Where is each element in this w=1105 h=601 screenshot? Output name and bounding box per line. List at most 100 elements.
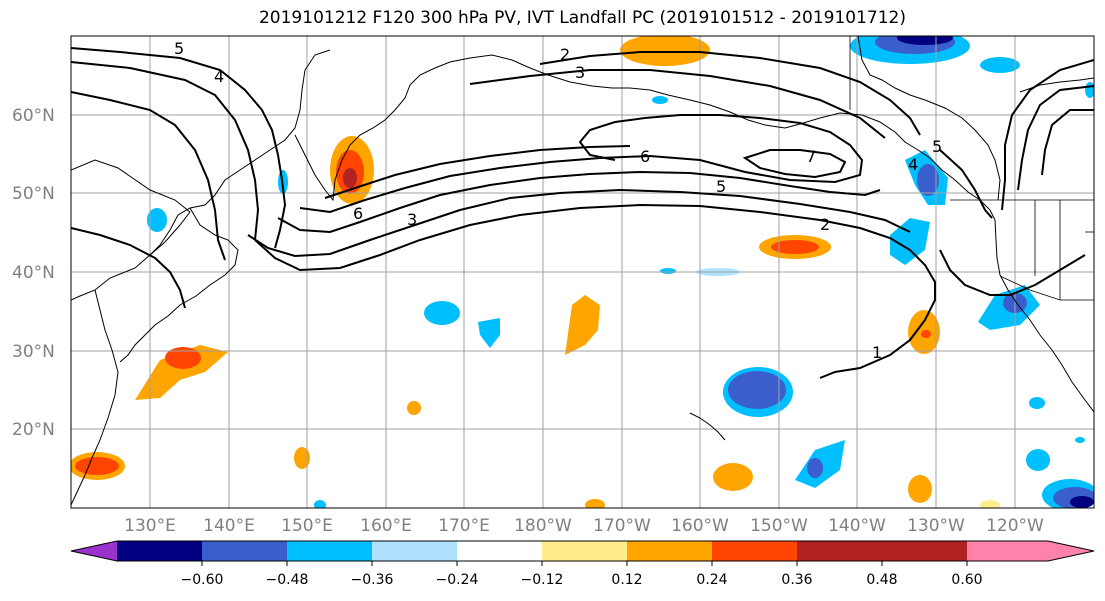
negative-anomaly-core <box>728 371 786 409</box>
negative-anomaly-core <box>917 164 939 196</box>
map-title: 2019101212 F120 300 hPa PV, IVT Landfall… <box>258 8 906 28</box>
colorbar-extend-high <box>882 541 967 561</box>
negative-anomaly-max <box>1070 496 1094 508</box>
contour-3-north <box>469 69 886 139</box>
colorbar-ticks <box>201 561 968 566</box>
contour-east-1 <box>1001 59 1094 211</box>
negative-anomaly <box>890 218 930 265</box>
colorbar-tick-label: −0.36 <box>351 572 394 588</box>
colorbar-tick-label: 0.36 <box>781 572 812 588</box>
positive-anomaly <box>585 499 605 508</box>
colorbar-swatch <box>372 541 457 561</box>
colorbar-tick-labels: −0.60 −0.48 −0.36 −0.24 −0.12 0.12 0.24 … <box>181 572 983 588</box>
contour-label: 6 <box>640 147 650 166</box>
negative-anomaly <box>1029 397 1045 409</box>
positive-anomaly-core <box>165 347 201 369</box>
lon-label: 130°W <box>907 516 965 536</box>
coastline-china <box>71 289 119 506</box>
contour-labels: 5 4 2 3 7 6 5 6 3 2 1 5 4 <box>174 39 942 362</box>
colorbar-tick-label: 0.48 <box>866 572 897 588</box>
contour-4 <box>71 61 260 241</box>
positive-anomaly-core <box>771 240 819 254</box>
contour-5 <box>71 47 287 249</box>
negative-anomaly <box>424 301 460 325</box>
lon-label: 160°W <box>671 516 729 536</box>
colorbar-tick-label: 0.24 <box>696 572 727 588</box>
coastline-japan-korea <box>119 207 239 363</box>
negative-anomaly-core <box>807 458 823 478</box>
latitude-labels: 60°N 50°N 40°N 30°N 20°N <box>12 106 55 440</box>
colorbar-outline <box>70 540 1095 562</box>
lon-label: 140°E <box>203 516 255 536</box>
contour-2-west <box>71 227 186 309</box>
negative-anomaly <box>652 96 668 104</box>
positive-anomaly <box>908 475 932 503</box>
contour-label: 7 <box>806 147 816 166</box>
negative-anomaly <box>1075 437 1085 443</box>
positive-anomaly <box>407 401 421 415</box>
lat-label-20n: 20°N <box>12 420 55 440</box>
contour-6-jet <box>324 145 631 199</box>
colorbar-tick-label: −0.60 <box>181 572 224 588</box>
coastline-canada <box>857 36 1001 201</box>
colorbar-tick-label: −0.12 <box>521 572 564 588</box>
pv-contours <box>71 47 1094 379</box>
lon-label: 180°W <box>514 516 572 536</box>
colorbar-swatch <box>712 541 797 561</box>
contour-label: 4 <box>908 155 918 174</box>
colorbar-extend-high <box>967 541 1094 561</box>
lon-label: 130°E <box>124 516 176 536</box>
contour-coast <box>939 149 993 219</box>
contour-label: 1 <box>872 343 882 362</box>
lon-label: 140°W <box>828 516 886 536</box>
positive-anomaly <box>294 447 310 469</box>
map-frame <box>70 35 1095 509</box>
lat-label-40n: 40°N <box>12 263 55 283</box>
positive-anomaly <box>620 36 710 66</box>
contour-east-3 <box>1041 109 1094 176</box>
positive-anomaly <box>565 295 600 355</box>
lon-label: 150°E <box>281 516 333 536</box>
contour-3-jet <box>277 170 881 234</box>
contour-label: 2 <box>820 215 830 234</box>
positive-anomaly <box>135 345 228 400</box>
contour-southwest <box>939 249 1086 296</box>
positive-anomaly <box>980 500 1000 508</box>
colorbar-swatch <box>797 541 882 561</box>
contour-1 <box>254 203 936 379</box>
lon-label: 170°W <box>593 516 651 536</box>
lon-label: 120°W <box>986 516 1044 536</box>
negative-anomaly <box>660 268 676 274</box>
political-boundaries <box>849 36 1094 301</box>
contour-east-2 <box>1017 85 1094 191</box>
colorbar-swatch <box>457 541 542 561</box>
negative-anomaly-max <box>897 36 953 45</box>
contour-label: 3 <box>407 210 417 229</box>
coastline-hawaii <box>689 412 726 441</box>
contour-label: 5 <box>932 137 942 156</box>
negative-anomaly <box>980 57 1020 73</box>
colorbar-swatch <box>117 541 202 561</box>
positive-anomaly-max <box>343 168 357 188</box>
coastline-north-pacific <box>294 54 1094 413</box>
colorbar: −0.60 −0.48 −0.36 −0.24 −0.12 0.12 0.24 … <box>70 540 1095 588</box>
contour-label: 5 <box>174 39 184 58</box>
shaded-anomalies <box>71 36 1094 508</box>
negative-anomaly <box>478 318 500 348</box>
colorbar-tick-label: −0.48 <box>266 572 309 588</box>
border-us-mexico <box>999 275 1094 301</box>
colorbar-extend-low <box>71 541 117 561</box>
lat-label-60n: 60°N <box>12 106 55 126</box>
positive-anomaly <box>713 463 753 491</box>
coastline-asia <box>71 159 191 301</box>
colorbar-swatch <box>542 541 627 561</box>
negative-anomaly <box>314 500 326 508</box>
lon-label: 170°E <box>438 516 490 536</box>
lon-label: 150°W <box>750 516 808 536</box>
lat-label-50n: 50°N <box>12 184 55 204</box>
gridlines <box>71 36 1094 508</box>
lon-label: 160°E <box>360 516 412 536</box>
colorbar-swatch <box>627 541 712 561</box>
longitude-labels: 130°E 140°E 150°E 160°E 170°E 180°W 170°… <box>124 516 1044 536</box>
